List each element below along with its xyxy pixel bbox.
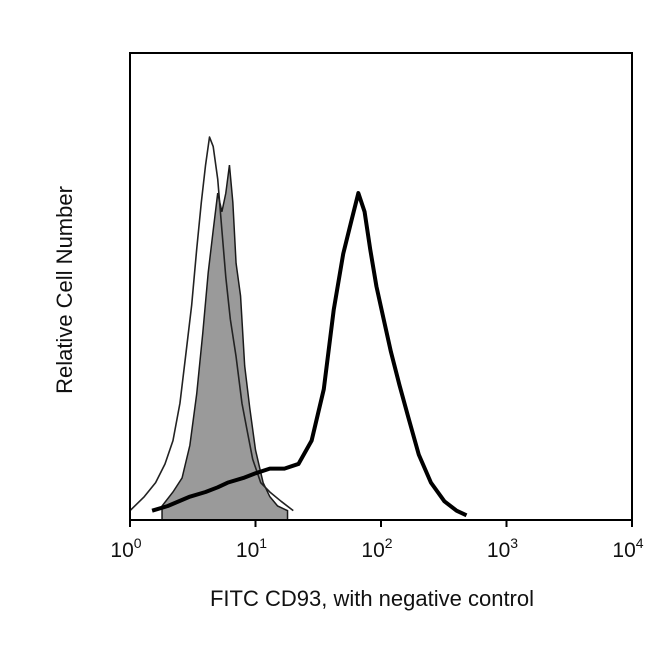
x-axis-label: FITC CD93, with negative control xyxy=(210,586,534,611)
x-tick-label-base: 10 xyxy=(236,539,259,562)
x-tick-label-base: 10 xyxy=(612,539,635,562)
x-tick-label-exponent: 1 xyxy=(259,535,267,551)
x-tick-label: 103 xyxy=(487,535,518,562)
x-tick-layer: 100 101 102 103 104 xyxy=(110,520,644,562)
x-tick-label-exponent: 4 xyxy=(636,535,644,551)
series-layer xyxy=(129,136,468,521)
x-tick-label-exponent: 0 xyxy=(134,535,142,551)
x-tick-label-base: 10 xyxy=(110,539,133,562)
x-tick-label: 100 xyxy=(110,535,141,562)
thick-histogram-line xyxy=(151,191,468,518)
gray-filled-histogram xyxy=(161,164,289,521)
x-tick-label: 102 xyxy=(361,535,392,562)
x-tick-label: 101 xyxy=(236,535,267,562)
thin-histogram-line xyxy=(129,136,294,512)
x-tick-label-base: 10 xyxy=(487,539,510,562)
y-axis-label: Relative Cell Number xyxy=(52,186,77,394)
x-tick-label-exponent: 3 xyxy=(510,535,518,551)
x-tick-label-exponent: 2 xyxy=(385,535,393,551)
x-tick-label: 104 xyxy=(612,535,643,562)
x-tick-label-base: 10 xyxy=(361,539,384,562)
